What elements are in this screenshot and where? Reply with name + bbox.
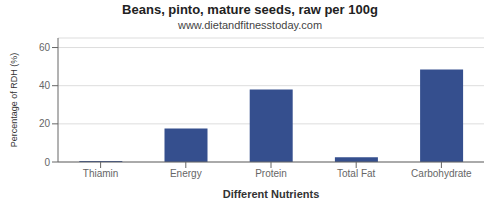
svg-text:Protein: Protein	[255, 168, 287, 179]
svg-text:60: 60	[39, 42, 51, 53]
svg-text:Total Fat: Total Fat	[337, 168, 376, 179]
svg-text:40: 40	[39, 80, 51, 91]
svg-text:Energy: Energy	[170, 168, 202, 179]
html-text:www.dietandfitnesstoday.com: www.dietandfitnesstoday.com	[178, 19, 322, 31]
html-text:Beans, pinto, mature seeds, ra: Beans, pinto, mature seeds, raw per 100g	[122, 2, 378, 17]
svg-text:Different Nutrients: Different Nutrients	[223, 188, 320, 198]
svg-text:Percentage of RDH (%): Percentage of RDH (%)	[9, 53, 19, 148]
svg-text:0: 0	[44, 157, 50, 168]
svg-text:Thiamin: Thiamin	[83, 168, 119, 179]
svg-text:Carbohydrate: Carbohydrate	[411, 168, 472, 179]
svg-text:20: 20	[39, 118, 51, 129]
